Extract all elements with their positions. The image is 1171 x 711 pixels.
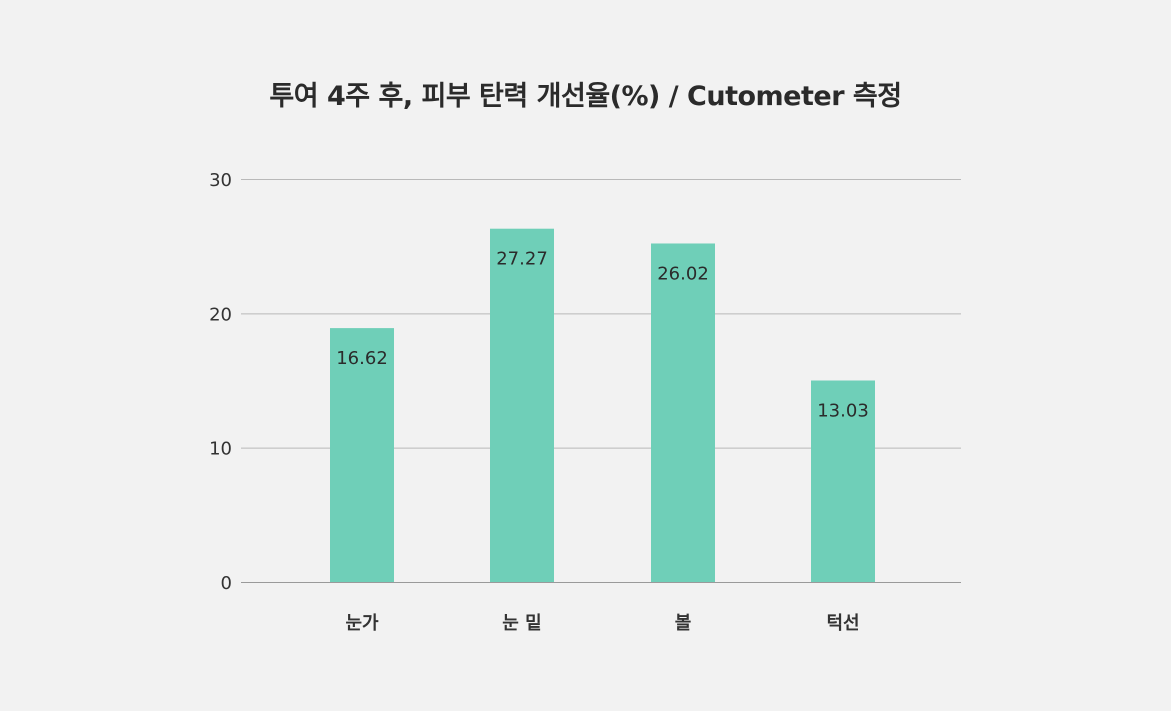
- category-label-2: 눈 밑: [502, 613, 541, 634]
- x-axis-categories: 눈가 눈 밑 볼 턱선: [345, 613, 859, 634]
- category-label-1: 눈가: [345, 613, 379, 634]
- bar-1: [330, 328, 394, 582]
- chart-title: 투여 4주 후, 피부 탄력 개선율(%) / Cutometer 측정: [269, 81, 902, 112]
- category-label-3: 볼: [675, 613, 692, 634]
- y-tick-label-10: 10: [209, 439, 232, 460]
- bar-4: [811, 380, 875, 582]
- bar-3: [651, 243, 715, 583]
- data-label-1: 16.62: [336, 348, 388, 369]
- data-labels: 16.62 27.27 26.02 13.03: [336, 249, 869, 422]
- bar-2: [490, 228, 554, 582]
- data-label-3: 26.02: [657, 263, 709, 284]
- y-tick-label-0: 0: [221, 573, 232, 594]
- data-label-4: 13.03: [817, 401, 869, 422]
- y-tick-label-20: 20: [209, 304, 232, 325]
- y-tick-label-30: 30: [209, 170, 232, 191]
- bars: [330, 228, 875, 583]
- y-axis-ticks: 0 10 20 30: [209, 170, 232, 594]
- category-label-4: 턱선: [826, 613, 859, 634]
- data-label-2: 27.27: [496, 249, 548, 270]
